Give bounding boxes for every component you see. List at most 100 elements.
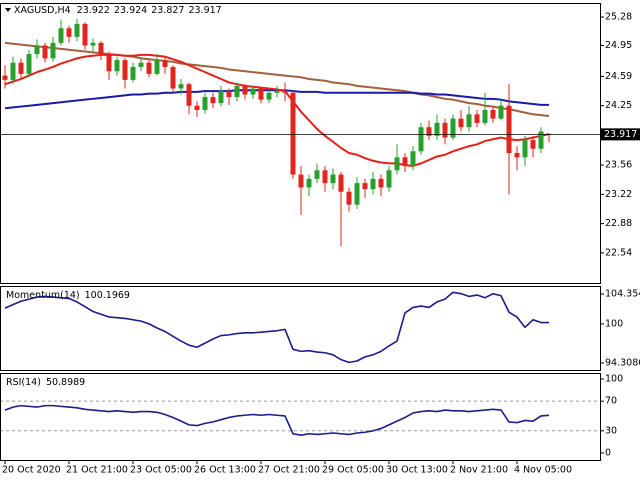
candle-body: [402, 157, 408, 166]
candle-body: [122, 60, 128, 80]
candle-body: [282, 91, 288, 93]
x-tick-label: 27 Oct 21:00: [258, 465, 320, 476]
candle-body: [466, 114, 472, 128]
momentum-value: 100.1969: [85, 290, 130, 301]
candle-body: [458, 118, 464, 128]
candle-body: [418, 127, 424, 152]
y-tick-label: 24.25: [605, 100, 632, 111]
candle-body: [170, 66, 176, 89]
y-tick-label: 104.3549: [605, 288, 640, 299]
candle-body: [258, 88, 264, 100]
candle-body: [522, 140, 528, 158]
rsi-panel-border: [0, 373, 601, 461]
x-tick-label: 30 Oct 13:00: [386, 465, 448, 476]
candle-body: [130, 66, 136, 80]
momentum-panel-border: [0, 286, 601, 371]
candle-body: [290, 92, 296, 175]
candle-body: [178, 84, 184, 89]
candle-body: [394, 157, 400, 171]
rsi-header: RSI(14) 50.8989: [6, 377, 85, 388]
main-panel-border: [0, 3, 601, 284]
candle-body: [98, 42, 104, 55]
momentum-title: Momentum(14): [6, 290, 80, 301]
candle-body: [42, 45, 48, 59]
candle-body: [362, 183, 368, 190]
candle-body: [434, 122, 440, 136]
moving-average: [4, 41, 550, 118]
x-tick-label: 21 Oct 21:00: [66, 465, 128, 476]
candle-body: [426, 127, 432, 136]
candle-body: [210, 97, 216, 104]
candle-body: [514, 153, 520, 158]
candle-body: [74, 23, 80, 37]
y-tick-label: 22.88: [605, 218, 632, 229]
candle-body: [490, 110, 496, 119]
candle-body: [450, 118, 456, 138]
candle-body: [194, 105, 200, 111]
dropdown-icon[interactable]: [5, 8, 11, 12]
chart-header: XAGUSD,H4 23.922 23.924 23.827 23.917: [14, 5, 222, 16]
y-tick-label: 23.22: [605, 189, 632, 200]
y-tick-label: 0: [605, 447, 611, 458]
candle-body: [34, 45, 40, 55]
x-tick-label: 4 Nov 05:00: [514, 465, 572, 476]
y-tick-label: 24.59: [605, 71, 632, 82]
x-tick-label: 2 Nov 21:00: [450, 465, 508, 476]
plots: [0, 18, 600, 437]
candle-body: [162, 60, 168, 67]
candle-body: [306, 178, 312, 188]
indicator-line: [4, 291, 550, 364]
high-value: 23.924: [114, 5, 147, 16]
candle-body: [106, 54, 112, 72]
x-tick-label: 29 Oct 05:00: [322, 465, 384, 476]
candle-body: [386, 170, 392, 188]
candle-body: [226, 91, 232, 98]
candle-body: [242, 85, 248, 95]
candle-body: [26, 54, 32, 74]
y-tick-label: 22.54: [605, 247, 632, 258]
low-value: 23.827: [151, 5, 184, 16]
candle-body: [66, 28, 72, 37]
candle-body: [530, 140, 536, 149]
y-tick-label: 24.95: [605, 40, 632, 51]
candle-body: [2, 75, 8, 80]
rsi-title: RSI(14): [6, 377, 41, 388]
y-tick-label: 100: [605, 318, 623, 329]
candle-body: [10, 62, 16, 80]
candle-body: [154, 60, 160, 74]
candle-body: [50, 42, 56, 59]
indicator-line: [4, 404, 550, 437]
candle-body: [378, 178, 384, 188]
candle-body: [322, 170, 328, 184]
current-price-label: 23.917: [604, 129, 637, 140]
candle-body: [506, 105, 512, 154]
candle-body: [186, 84, 192, 106]
candle-body: [298, 174, 304, 188]
x-tick-label: 26 Oct 13:00: [194, 465, 256, 476]
candle-body: [114, 60, 120, 72]
candle-body: [90, 42, 96, 46]
candle-body: [370, 178, 376, 190]
y-tick-label: 23.56: [605, 160, 632, 171]
candle-body: [346, 191, 352, 205]
candle-body: [234, 85, 240, 98]
candle-body: [410, 151, 416, 166]
candle-body: [474, 114, 480, 123]
x-tick-label: 20 Oct 2020: [2, 465, 61, 476]
candle-body: [330, 174, 336, 184]
y-tick-label: 94.3086: [605, 358, 640, 369]
y-tick-label: 30: [605, 425, 617, 436]
candle-body: [338, 174, 344, 192]
y-tick-label: 70: [605, 396, 617, 407]
rsi-value: 50.8989: [46, 377, 85, 388]
candle-body: [202, 97, 208, 111]
candle-body: [18, 62, 24, 74]
momentum-header: Momentum(14) 100.1969: [6, 290, 130, 301]
candle-body: [138, 62, 144, 67]
close-value: 23.917: [188, 5, 221, 16]
candle-body: [314, 170, 320, 179]
candle-body: [274, 91, 280, 93]
symbol: XAGUSD,H4: [14, 5, 71, 16]
